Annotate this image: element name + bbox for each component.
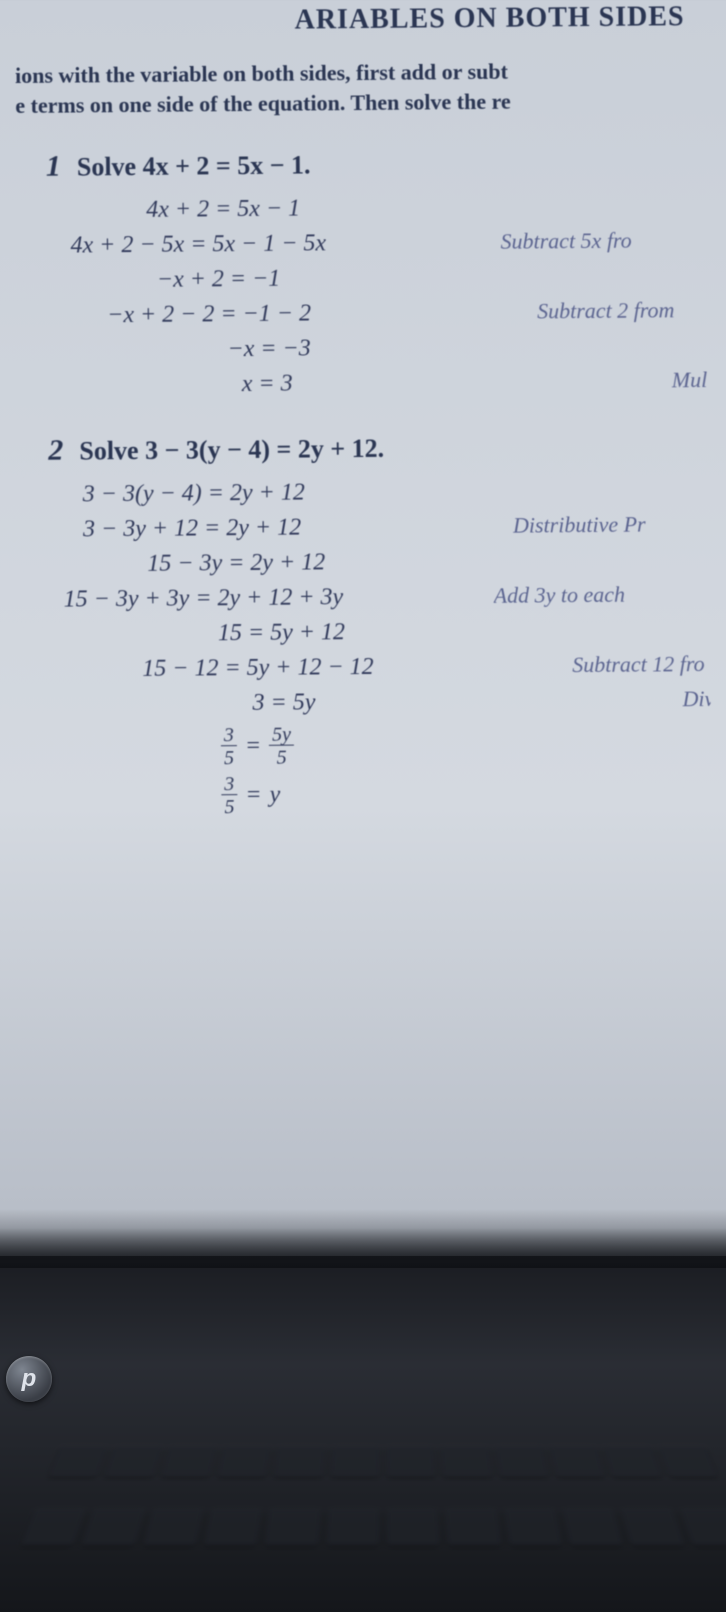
key[interactable]: [104, 1446, 163, 1477]
equation: 15 − 12 = 5y + 12 − 12: [20, 653, 572, 685]
equation-step: 4x + 2 = 5x − 1: [16, 192, 706, 225]
equation: −x + 2 − 2 = −1 − 2: [17, 299, 537, 331]
example-2-fraction-2: 3 5 = y: [21, 770, 711, 819]
example-2-steps: 3 − 3(y − 4) = 2y + 123 − 3y + 12 = 2y +…: [19, 476, 711, 719]
equation-step: 15 = 5y + 12: [20, 616, 710, 649]
fraction-left: 3 5: [221, 725, 237, 768]
key[interactable]: [203, 1509, 262, 1545]
key[interactable]: [48, 1446, 109, 1477]
fraction-numerator: 3: [221, 725, 237, 746]
key[interactable]: [679, 1509, 726, 1545]
result-y: y: [269, 782, 280, 809]
equation: 15 = 5y + 12: [20, 617, 648, 649]
fraction-right: 5y 5: [269, 725, 294, 768]
equation-step: −x + 2 = −1: [17, 262, 707, 295]
example-2: 2 Solve 3 − 3(y − 4) = 2y + 12. 3 − 3(y …: [18, 428, 711, 819]
key[interactable]: [330, 1446, 380, 1477]
laptop-base: p: [0, 1256, 726, 1612]
chapter-title: ARIABLES ON BOTH SIDES: [14, 1, 704, 39]
step-note: Subtract 2 from: [537, 298, 675, 325]
key[interactable]: [386, 1509, 440, 1545]
hp-logo-text: p: [22, 1365, 37, 1393]
example-1-header: 1 Solve 4x + 2 = 5x − 1.: [16, 144, 706, 184]
key[interactable]: [440, 1446, 492, 1477]
example-2-header: 2 Solve 3 − 3(y − 4) = 2y + 12.: [18, 428, 708, 468]
equation-step: 15 − 12 = 5y + 12 − 12Subtract 12 fro: [20, 651, 710, 684]
key[interactable]: [273, 1446, 325, 1477]
fraction-left: 3 5: [221, 774, 237, 817]
key[interactable]: [495, 1446, 549, 1477]
equation: 15 − 3y = 2y + 12: [19, 548, 577, 580]
fraction-denominator: 5: [221, 746, 237, 768]
intro-line-1: ions with the variable on both sides, fi…: [15, 59, 508, 88]
equation-step: 3 = 5yDivide each sid: [20, 686, 710, 719]
example-2-prompt: Solve 3 − 3(y − 4) = 2y + 12.: [79, 434, 384, 467]
example-2-fraction-1: 3 5 = 5y 5: [21, 721, 711, 770]
key[interactable]: [160, 1446, 217, 1477]
equals-sign: =: [245, 733, 261, 760]
equation: 3 = 5y: [20, 687, 682, 720]
equation: −x = −3: [17, 333, 657, 366]
key[interactable]: [217, 1446, 272, 1477]
key[interactable]: [503, 1509, 562, 1545]
equation: 3 − 3y + 12 = 2y + 12: [19, 513, 513, 544]
equals-sign: =: [245, 782, 261, 809]
example-1-number: 1: [46, 150, 61, 184]
equation-step: 3 − 3y + 12 = 2y + 12Distributive Pr: [19, 511, 709, 544]
key[interactable]: [264, 1509, 321, 1545]
equation-step: 4x + 2 − 5x = 5x − 1 − 5xSubtract 5x fro: [16, 227, 706, 260]
equation-step: x = 3Multiply each s: [18, 367, 708, 400]
fraction-numerator: 5y: [269, 725, 294, 746]
step-note: Multiply each s: [672, 367, 708, 393]
key[interactable]: [445, 1509, 502, 1545]
key[interactable]: [549, 1446, 606, 1477]
key[interactable]: [20, 1509, 87, 1545]
key[interactable]: [658, 1446, 719, 1477]
example-1-prompt: Solve 4x + 2 = 5x − 1.: [77, 151, 311, 183]
step-note: Distributive Pr: [513, 512, 646, 539]
key[interactable]: [562, 1509, 624, 1545]
equation: 15 − 3y + 3y = 2y + 12 + 3y: [20, 583, 494, 614]
fraction-denominator: 5: [221, 795, 237, 817]
equation: x = 3: [18, 368, 672, 401]
equation-step: 15 − 3y = 2y + 12: [19, 546, 709, 579]
worksheet-page: ARIABLES ON BOTH SIDES ions with the var…: [0, 1, 726, 820]
step-note: Subtract 5x fro: [500, 228, 631, 255]
hp-logo-icon: p: [6, 1356, 52, 1402]
laptop-hinge: [0, 1228, 726, 1268]
equation-step: 15 − 3y + 3y = 2y + 12 + 3yAdd 3y to eac…: [20, 581, 710, 614]
example-2-number: 2: [48, 434, 63, 468]
equation-step: 3 − 3(y − 4) = 2y + 12: [19, 476, 709, 509]
step-note: Divide each sid: [682, 686, 710, 712]
example-1-steps: 4x + 2 = 5x − 14x + 2 − 5x = 5x − 1 − 5x…: [16, 192, 708, 400]
keyboard: [7, 1446, 726, 1578]
equation: 4x + 2 − 5x = 5x − 1 − 5x: [16, 229, 500, 260]
fraction-denominator: 5: [274, 746, 290, 768]
equation-step: −x = −3: [17, 332, 707, 365]
example-1: 1 Solve 4x + 2 = 5x − 1. 4x + 2 = 5x − 1…: [16, 144, 708, 400]
equation: 3 − 3(y − 4) = 2y + 12: [19, 478, 513, 509]
key[interactable]: [325, 1509, 379, 1545]
intro-line-2: e terms on one side of the equation. The…: [15, 88, 511, 117]
equation: −x + 2 = −1: [17, 263, 587, 295]
equation: 4x + 2 = 5x − 1: [16, 194, 576, 226]
fraction-numerator: 3: [221, 774, 237, 795]
key[interactable]: [386, 1446, 436, 1477]
key[interactable]: [142, 1509, 204, 1545]
key[interactable]: [81, 1509, 145, 1545]
intro-text: ions with the variable on both sides, fi…: [15, 55, 705, 120]
key[interactable]: [621, 1509, 685, 1545]
key[interactable]: [603, 1446, 662, 1477]
step-note: Add 3y to each: [494, 582, 626, 609]
step-note: Subtract 12 fro: [572, 651, 705, 678]
equation-step: −x + 2 − 2 = −1 − 2Subtract 2 from: [17, 297, 707, 330]
